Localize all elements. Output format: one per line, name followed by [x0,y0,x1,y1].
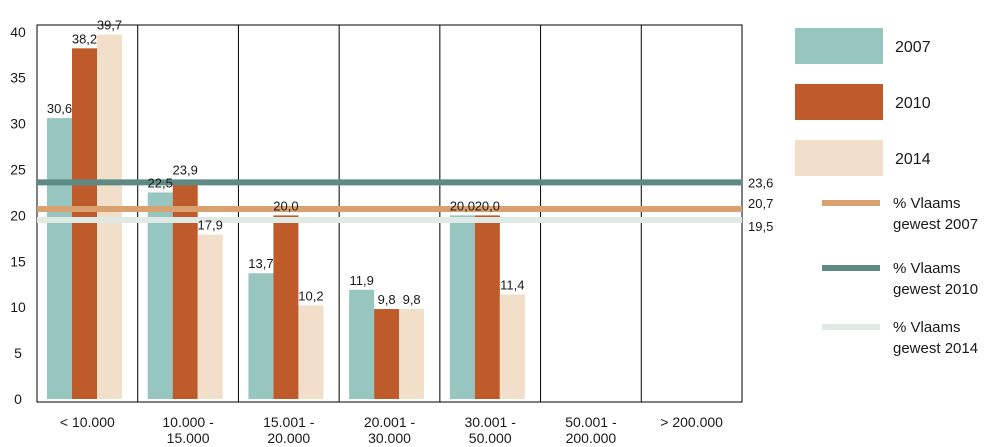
y-tick-label: 0 [14,391,22,407]
x-tick-label: < 10.000 [60,414,115,430]
legend-swatch-2010 [795,84,883,120]
data-label: 9,8 [403,292,421,307]
y-tick-label: 40 [10,24,26,40]
legend-label: 2014 [895,151,931,168]
bar-2010 [474,215,500,399]
x-tick-label: 50.001 - [565,414,617,430]
bar-2010 [72,48,97,399]
bar-2007 [349,289,375,399]
data-label: 11,9 [349,273,373,288]
x-tick-label: 30.000 [368,430,411,446]
bar-2007 [47,118,72,399]
bar-2007 [248,273,274,399]
data-label: 20,0 [450,198,475,213]
x-tick-label: 15.000 [167,430,210,446]
legend-swatch-2014 [795,140,883,176]
bar-2007 [147,192,173,399]
data-label: 10,2 [298,288,323,303]
data-label: 11,4 [500,277,524,292]
x-tick-label: 200.000 [566,430,617,446]
legend-label: % Vlaams [893,195,961,212]
legend-label: 2010 [895,95,931,112]
bar-2010 [273,215,299,399]
x-tick-label: 50.000 [469,430,512,446]
reference-line-label: 19,5 [748,219,773,234]
x-axis: < 10.000 10.000 -15.000 15.001 -20.000 20.0… [60,414,723,446]
y-axis: 0 5 10 15 20 25 30 35 40 [10,24,26,407]
plot-frame [36,24,743,403]
data-label: 20,0 [273,198,298,213]
bar-2014 [298,305,324,399]
data-label: 17,9 [198,218,223,233]
data-label: 23,9 [173,163,198,178]
reference-line-label: 20,7 [748,196,773,211]
legend-label: gewest 2007 [893,216,978,233]
plot-grid [36,24,743,403]
bars [47,34,525,399]
x-tick-label: 10.000 - [162,414,214,430]
y-tick-label: 30 [10,116,26,132]
data-label: 30,6 [47,101,72,116]
bar-2010 [172,179,198,399]
data-label: 9,8 [378,292,396,307]
y-tick-label: 5 [14,345,22,361]
y-tick-label: 35 [10,70,26,86]
data-label: 20,0 [475,198,500,213]
y-tick-label: 20 [10,207,26,223]
x-tick-label: 20.000 [267,430,310,446]
x-tick-label: > 200.000 [660,414,723,430]
legend-swatch-2007 [795,28,883,64]
bar-2014 [399,309,425,399]
bar-2010 [374,309,400,399]
data-label: 13,7 [248,256,273,271]
y-tick-label: 15 [10,253,26,269]
legend: 2007 2010 2014 % Vlaams gewest 2007 % Vlaams g… [795,28,978,357]
legend-label: % Vlaams [893,319,961,336]
data-label: 38,2 [72,31,97,46]
reference-lines: 20,7 23,6 19,5 [37,175,773,234]
data-label: 22,5 [148,175,173,190]
bar-2007 [449,215,475,399]
legend-label: % Vlaams [893,260,961,277]
bar-2014 [197,234,223,399]
bar-2014 [97,34,122,399]
x-tick-label: 30.001 - [465,414,517,430]
legend-label: 2007 [895,39,931,56]
reference-line-label: 23,6 [748,175,773,190]
data-labels: 30,6 22,5 13,7 11,9 20,0 38,2 23,9 20,0 9,8 20,0 3… [47,18,525,307]
bar-2014 [499,294,525,399]
y-tick-label: 25 [10,162,26,178]
legend-label: gewest 2010 [893,281,978,298]
legend-label: gewest 2014 [893,340,978,357]
data-label: 39,7 [97,18,122,33]
x-tick-label: 20.001 - [364,414,416,430]
y-tick-label: 10 [10,299,26,315]
x-tick-label: 15.001 - [263,414,315,430]
